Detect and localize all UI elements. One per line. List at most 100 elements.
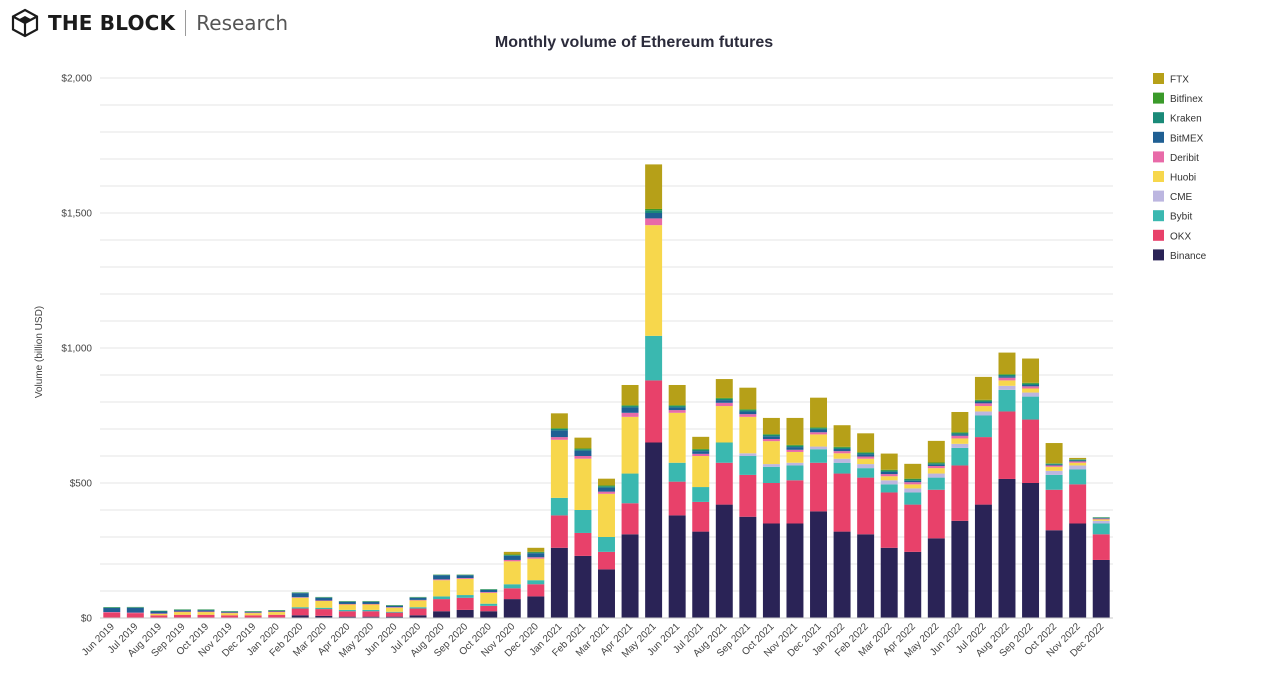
bar-segment: [1092, 559, 1110, 618]
bar-segment: [173, 611, 191, 613]
y-axis-label: Volume (billion USD): [34, 306, 45, 398]
bar-segment: [150, 610, 168, 612]
bar-segment: [574, 449, 592, 451]
bar-segment: [810, 428, 827, 430]
bar-segment: [810, 432, 827, 435]
bar-segment: [857, 453, 875, 455]
bar-segment: [927, 477, 945, 490]
bar-segment: [998, 478, 1016, 618]
bar-segment: [927, 464, 945, 466]
bar-segment: [762, 436, 780, 439]
bar-segment: [1092, 518, 1110, 520]
bar-segment: [880, 484, 898, 493]
bar-segment: [244, 612, 262, 614]
bar-segment: [598, 478, 615, 486]
bar-segment: [668, 407, 686, 411]
bar-segment: [786, 480, 804, 524]
bar-segment: [951, 465, 969, 521]
bar-segment: [173, 609, 191, 611]
bar-segment: [762, 434, 780, 435]
bar-segment: [621, 416, 639, 474]
brand-name: THE BLOCK: [48, 11, 176, 35]
bar-segment: [386, 607, 403, 612]
bar-segment: [715, 402, 733, 407]
bar-segment: [715, 462, 733, 505]
bar-segment: [810, 446, 827, 450]
bar-segment: [221, 611, 239, 612]
bar-segment: [621, 412, 639, 417]
bar-segment: [762, 523, 780, 618]
bar-segment: [362, 609, 380, 612]
bar-segment: [433, 580, 451, 597]
bar-segment: [692, 449, 710, 452]
bar-segment: [291, 597, 309, 608]
bar-segment: [1045, 465, 1063, 467]
bar-segment: [103, 608, 121, 613]
brand-separator: [185, 10, 187, 36]
y-tick-label: $2,000: [61, 74, 92, 85]
bar-segment: [1045, 474, 1063, 490]
bar-segment: [550, 547, 568, 618]
bar-segment: [857, 458, 875, 465]
bar-segment: [386, 611, 403, 613]
bar-segment: [951, 438, 969, 444]
bar-segment: [998, 376, 1016, 378]
bar-segment: [268, 611, 286, 613]
bar-segment: [433, 579, 451, 581]
bar-segment: [762, 441, 780, 465]
bar-segment: [503, 551, 521, 555]
bar-segment: [692, 501, 710, 532]
bar-segment: [550, 430, 568, 438]
bar-segment: [904, 463, 922, 479]
bar-segment: [291, 615, 309, 618]
bar-segment: [409, 615, 427, 618]
bar-segment: [904, 488, 922, 493]
bar-segment: [268, 610, 286, 611]
bar-segment: [739, 410, 757, 412]
bar-segment: [574, 510, 592, 533]
legend-swatch: [1153, 112, 1164, 124]
bar-segment: [574, 437, 592, 449]
bar-segment: [762, 417, 780, 435]
bar-segment: [927, 462, 945, 464]
bar-segment: [833, 451, 851, 454]
bar-segment: [715, 398, 733, 401]
bar-segment: [221, 612, 239, 614]
bar-segment: [715, 406, 733, 443]
bar-segment: [173, 610, 191, 612]
bar-segment: [1069, 459, 1087, 461]
bar-segment: [739, 409, 757, 411]
bar-segment: [503, 561, 521, 585]
bar-segment: [621, 406, 639, 408]
bar-segment: [338, 601, 356, 602]
bar-segment: [998, 389, 1016, 412]
bar-segment: [550, 428, 568, 429]
bar-segment: [1092, 517, 1110, 519]
legend-swatch: [1153, 249, 1164, 261]
bar-segment: [1045, 464, 1063, 466]
bar-segment: [621, 503, 639, 535]
bar-segment: [927, 463, 945, 465]
bar-segment: [409, 600, 427, 608]
bar-segment: [527, 547, 545, 552]
bar-segment: [904, 478, 922, 480]
bar-segment: [362, 616, 380, 618]
legend-label: Kraken: [1170, 114, 1202, 125]
bar-segment: [1092, 523, 1110, 535]
bar-segment: [598, 569, 615, 618]
legend-swatch: [1153, 190, 1164, 202]
bar-segment: [974, 406, 992, 412]
bar-segment: [527, 596, 545, 618]
bar-segment: [362, 604, 380, 610]
bar-segment: [668, 481, 686, 516]
bar-segment: [857, 433, 875, 453]
bar-segment: [150, 613, 168, 616]
bar-segment: [150, 613, 168, 614]
bar-segment: [833, 531, 851, 618]
bar-segment: [221, 611, 239, 613]
bar-segment: [480, 605, 498, 612]
bar-segment: [880, 547, 898, 618]
bar-segment: [386, 616, 403, 618]
bar-segment: [1045, 463, 1063, 464]
